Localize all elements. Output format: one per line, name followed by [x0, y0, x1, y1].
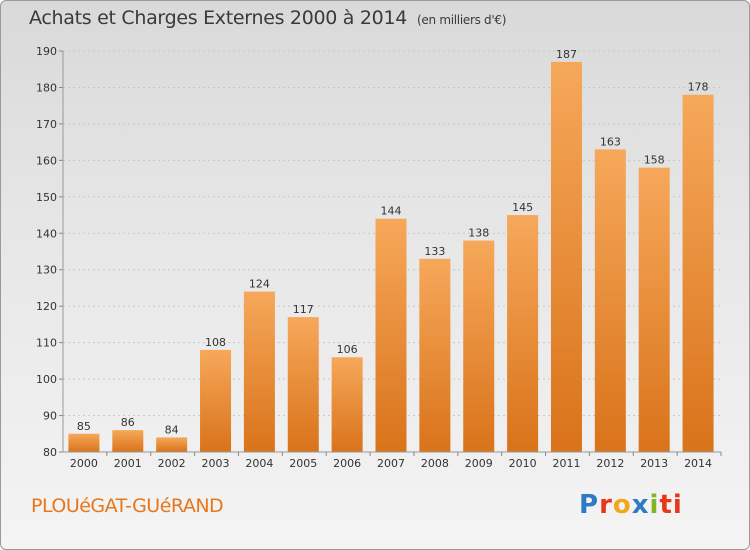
- x-tick-label: 2009: [465, 457, 493, 470]
- bar-2010: [507, 215, 539, 452]
- bar-2003: [200, 349, 232, 452]
- y-tick-label: 180: [36, 81, 57, 94]
- data-label: 158: [644, 154, 665, 167]
- data-label: 178: [688, 81, 709, 94]
- chart-unit: (en milliers d'€): [417, 13, 507, 27]
- x-tick-label: 2005: [289, 457, 317, 470]
- data-label: 124: [249, 278, 270, 291]
- y-tick-label: 170: [36, 118, 57, 131]
- y-tick-label: 90: [43, 410, 57, 423]
- data-label: 145: [512, 201, 533, 214]
- x-tick-label: 2008: [421, 457, 449, 470]
- data-label: 117: [293, 303, 314, 316]
- x-tick-label: 2004: [245, 457, 273, 470]
- y-tick-label: 130: [36, 264, 57, 277]
- y-tick-label: 120: [36, 300, 57, 313]
- chart-title-text: Achats et Charges Externes 2000 à 2014: [29, 7, 408, 29]
- chart-title: Achats et Charges Externes 2000 à 2014 (e…: [29, 7, 506, 29]
- y-tick-label: 190: [36, 45, 57, 58]
- bar-2004: [243, 291, 275, 452]
- y-tick-label: 150: [36, 191, 57, 204]
- data-label: 138: [468, 227, 489, 240]
- x-tick-label: 2012: [596, 457, 624, 470]
- x-tick-label: 2006: [333, 457, 361, 470]
- x-tick-label: 2010: [509, 457, 537, 470]
- bar-2009: [463, 240, 495, 452]
- x-tick-label: 2003: [202, 457, 230, 470]
- data-label: 187: [556, 48, 577, 61]
- x-tick-label: 2000: [70, 457, 98, 470]
- x-tick-label: 2001: [114, 457, 142, 470]
- y-tick-label: 140: [36, 227, 57, 240]
- bar-2014: [682, 94, 714, 452]
- data-label: 106: [337, 343, 358, 356]
- bar-2000: [68, 433, 100, 452]
- bar-2007: [375, 218, 407, 452]
- bar-2001: [112, 430, 144, 452]
- data-label: 144: [381, 205, 402, 218]
- place-name: PLOUéGAT-GUéRAND: [31, 495, 224, 517]
- x-tick-label: 2013: [640, 457, 668, 470]
- bar-2002: [156, 437, 188, 452]
- bar-2013: [638, 167, 670, 452]
- data-label: 108: [205, 336, 226, 349]
- bar-2005: [287, 317, 319, 452]
- data-label: 163: [600, 135, 621, 148]
- x-tick-label: 2014: [684, 457, 712, 470]
- bar-2006: [331, 357, 363, 452]
- y-tick-label: 110: [36, 337, 57, 350]
- y-tick-label: 160: [36, 154, 57, 167]
- data-label: 86: [121, 416, 135, 429]
- data-label: 85: [77, 420, 91, 433]
- x-tick-label: 2002: [158, 457, 186, 470]
- data-label: 84: [165, 423, 179, 436]
- x-tick-label: 2007: [377, 457, 405, 470]
- proxiti-logo: Proxiti: [579, 490, 683, 520]
- x-tick-label: 2011: [552, 457, 580, 470]
- bar-2011: [550, 61, 582, 452]
- y-tick-label: 100: [36, 373, 57, 386]
- y-tick-label: 80: [43, 446, 57, 459]
- data-label: 133: [424, 245, 445, 258]
- bar-2008: [419, 258, 451, 452]
- bar-2012: [594, 149, 626, 452]
